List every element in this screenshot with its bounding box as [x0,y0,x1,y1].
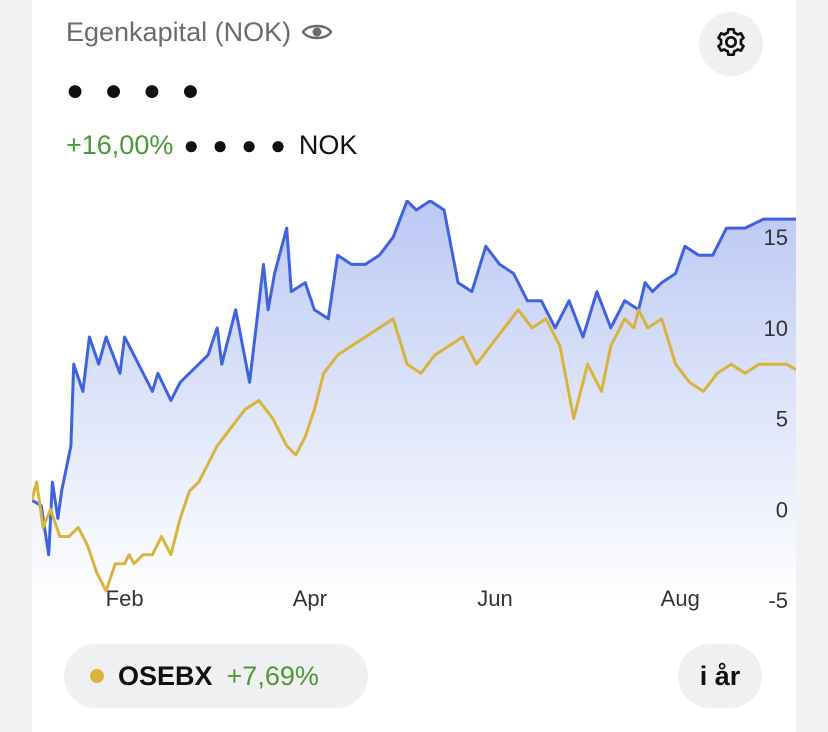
equity-card: Egenkapital (NOK) ● ● ● ● +16,00% ● ● ● … [32,0,796,732]
equity-title: Egenkapital (NOK) [66,16,292,47]
portfolio-area [32,200,796,600]
period-selector-button[interactable]: i år [678,644,762,708]
benchmark-color-dot [90,669,104,683]
currency-label: NOK [298,130,358,160]
y-tick-label: 10 [764,316,788,341]
x-tick-label: Feb [106,586,144,611]
y-tick-label: 0 [776,497,788,522]
benchmark-change: +7,69% [226,660,319,691]
x-tick-label: Aug [661,586,700,611]
change-row: +16,00% ● ● ● ● NOK [66,130,357,161]
title-row: Egenkapital (NOK) [66,14,333,50]
x-tick-label: Apr [293,586,327,611]
masked-equity-value: ● ● ● ● [66,74,206,107]
performance-chart[interactable]: 15 10 5 0 -5 Feb Apr Jun Aug [32,200,796,620]
y-tick-label: -5 [768,588,788,613]
masked-change-amount: ● ● ● ● [183,130,289,160]
change-percentage: +16,00% [66,130,174,160]
y-tick-label: 5 [776,407,788,432]
x-tick-label: Jun [477,586,512,611]
eye-icon[interactable] [301,21,333,43]
settings-button[interactable] [699,12,763,76]
y-tick-label: 15 [764,225,788,250]
benchmark-line [32,308,796,593]
benchmark-name: OSEBX [118,660,213,691]
portfolio-line [32,200,796,557]
benchmark-selector[interactable]: OSEBX +7,69% [64,644,368,708]
gear-icon [715,26,747,63]
